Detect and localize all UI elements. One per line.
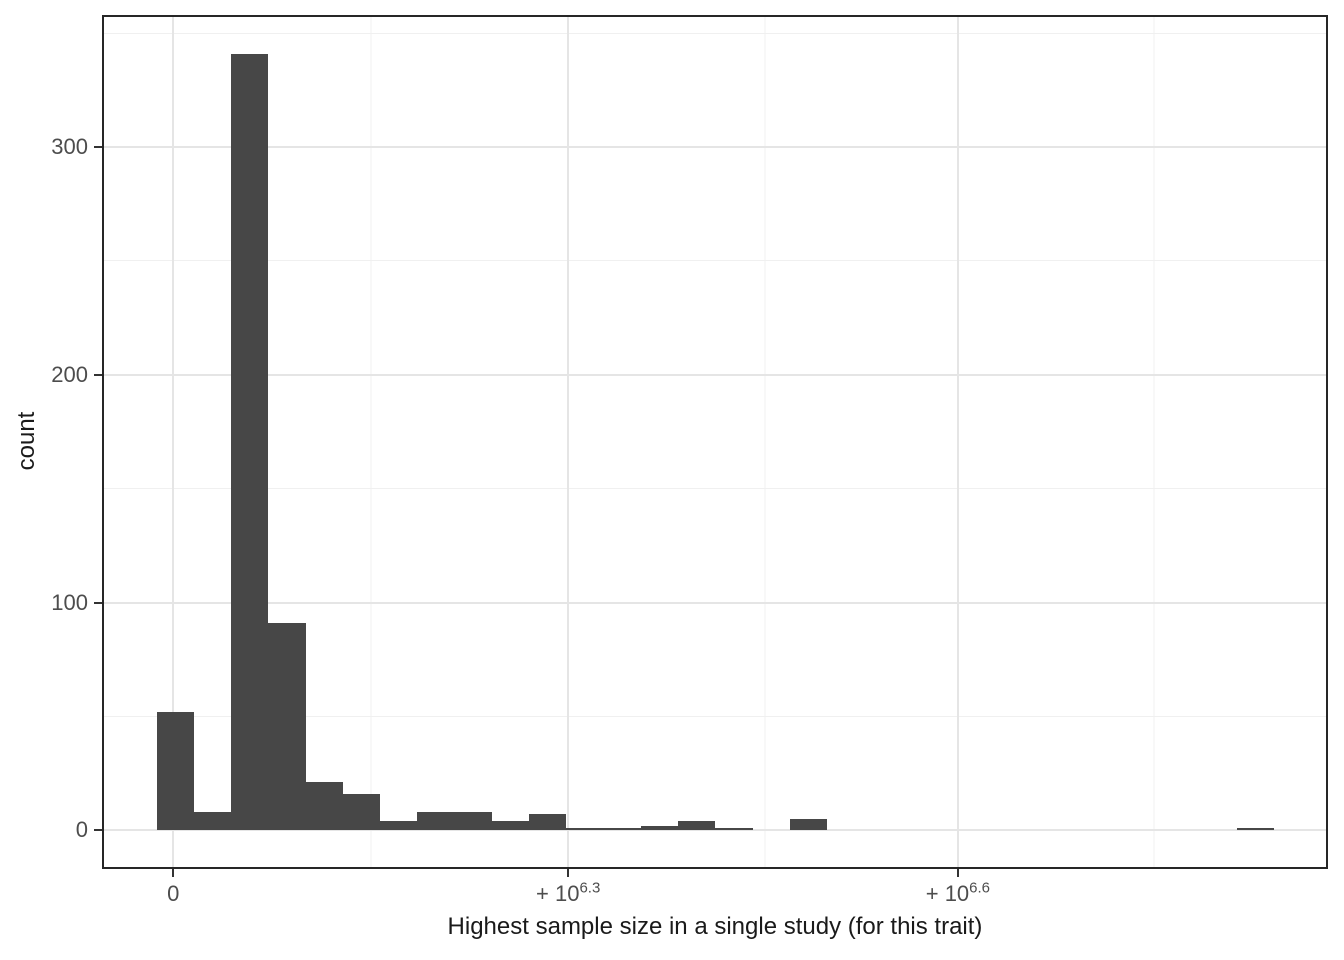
histogram-bar <box>417 812 455 831</box>
histogram-bar <box>603 828 641 831</box>
y-tick-mark <box>94 373 102 376</box>
x-tick-label: + 106.3 <box>536 879 601 906</box>
histogram-bar <box>566 828 604 831</box>
histogram-bar <box>1236 828 1275 831</box>
y-tick-mark <box>94 601 102 604</box>
histogram-bar <box>156 711 194 831</box>
histogram-bar <box>231 53 269 831</box>
x-tick-label: + 106.6 <box>925 879 991 906</box>
gridline-x-major <box>956 15 959 869</box>
x-tick-mark <box>567 869 570 877</box>
y-tick-label: 0 <box>75 817 88 843</box>
histogram-bar <box>268 623 306 831</box>
histogram-bar <box>715 828 753 831</box>
x-axis-title: Highest sample size in a single study (f… <box>447 913 983 940</box>
y-axis-title: count <box>13 411 40 471</box>
x-tick-label: 0 <box>167 881 180 906</box>
gridline-y-minor <box>102 715 1328 717</box>
gridline-y-major <box>102 601 1328 604</box>
gridline-x-minor <box>764 15 766 869</box>
gridline-x-minor <box>1153 15 1155 869</box>
gridline-y-major <box>102 373 1328 376</box>
x-tick-mark <box>956 869 959 877</box>
y-tick-mark <box>94 829 102 832</box>
gridline-y-minor <box>102 260 1328 262</box>
gridline-y-major <box>102 146 1328 149</box>
histogram-bar <box>193 812 232 831</box>
gridline-x-minor <box>370 15 372 869</box>
gridline-y-major <box>102 829 1328 832</box>
histogram-bar <box>678 821 716 831</box>
y-tick-label: 200 <box>51 361 88 387</box>
y-tick-label: 300 <box>51 134 88 160</box>
histogram-bar <box>789 818 828 831</box>
plot-panel <box>102 15 1328 869</box>
histogram-bar <box>454 812 492 831</box>
histogram-bar <box>380 821 418 831</box>
y-tick-label: 100 <box>51 589 88 615</box>
histogram-bar <box>342 793 381 831</box>
histogram-bar <box>491 821 530 831</box>
x-tick-mark <box>172 869 175 877</box>
gridline-x-major <box>567 15 570 869</box>
gridline-x-major <box>172 15 175 869</box>
gridline-y-minor <box>102 32 1328 34</box>
histogram-bar <box>305 782 343 831</box>
histogram-bar <box>529 814 567 831</box>
histogram-bar <box>640 825 679 831</box>
gridline-y-minor <box>102 488 1328 490</box>
y-tick-mark <box>94 146 102 149</box>
